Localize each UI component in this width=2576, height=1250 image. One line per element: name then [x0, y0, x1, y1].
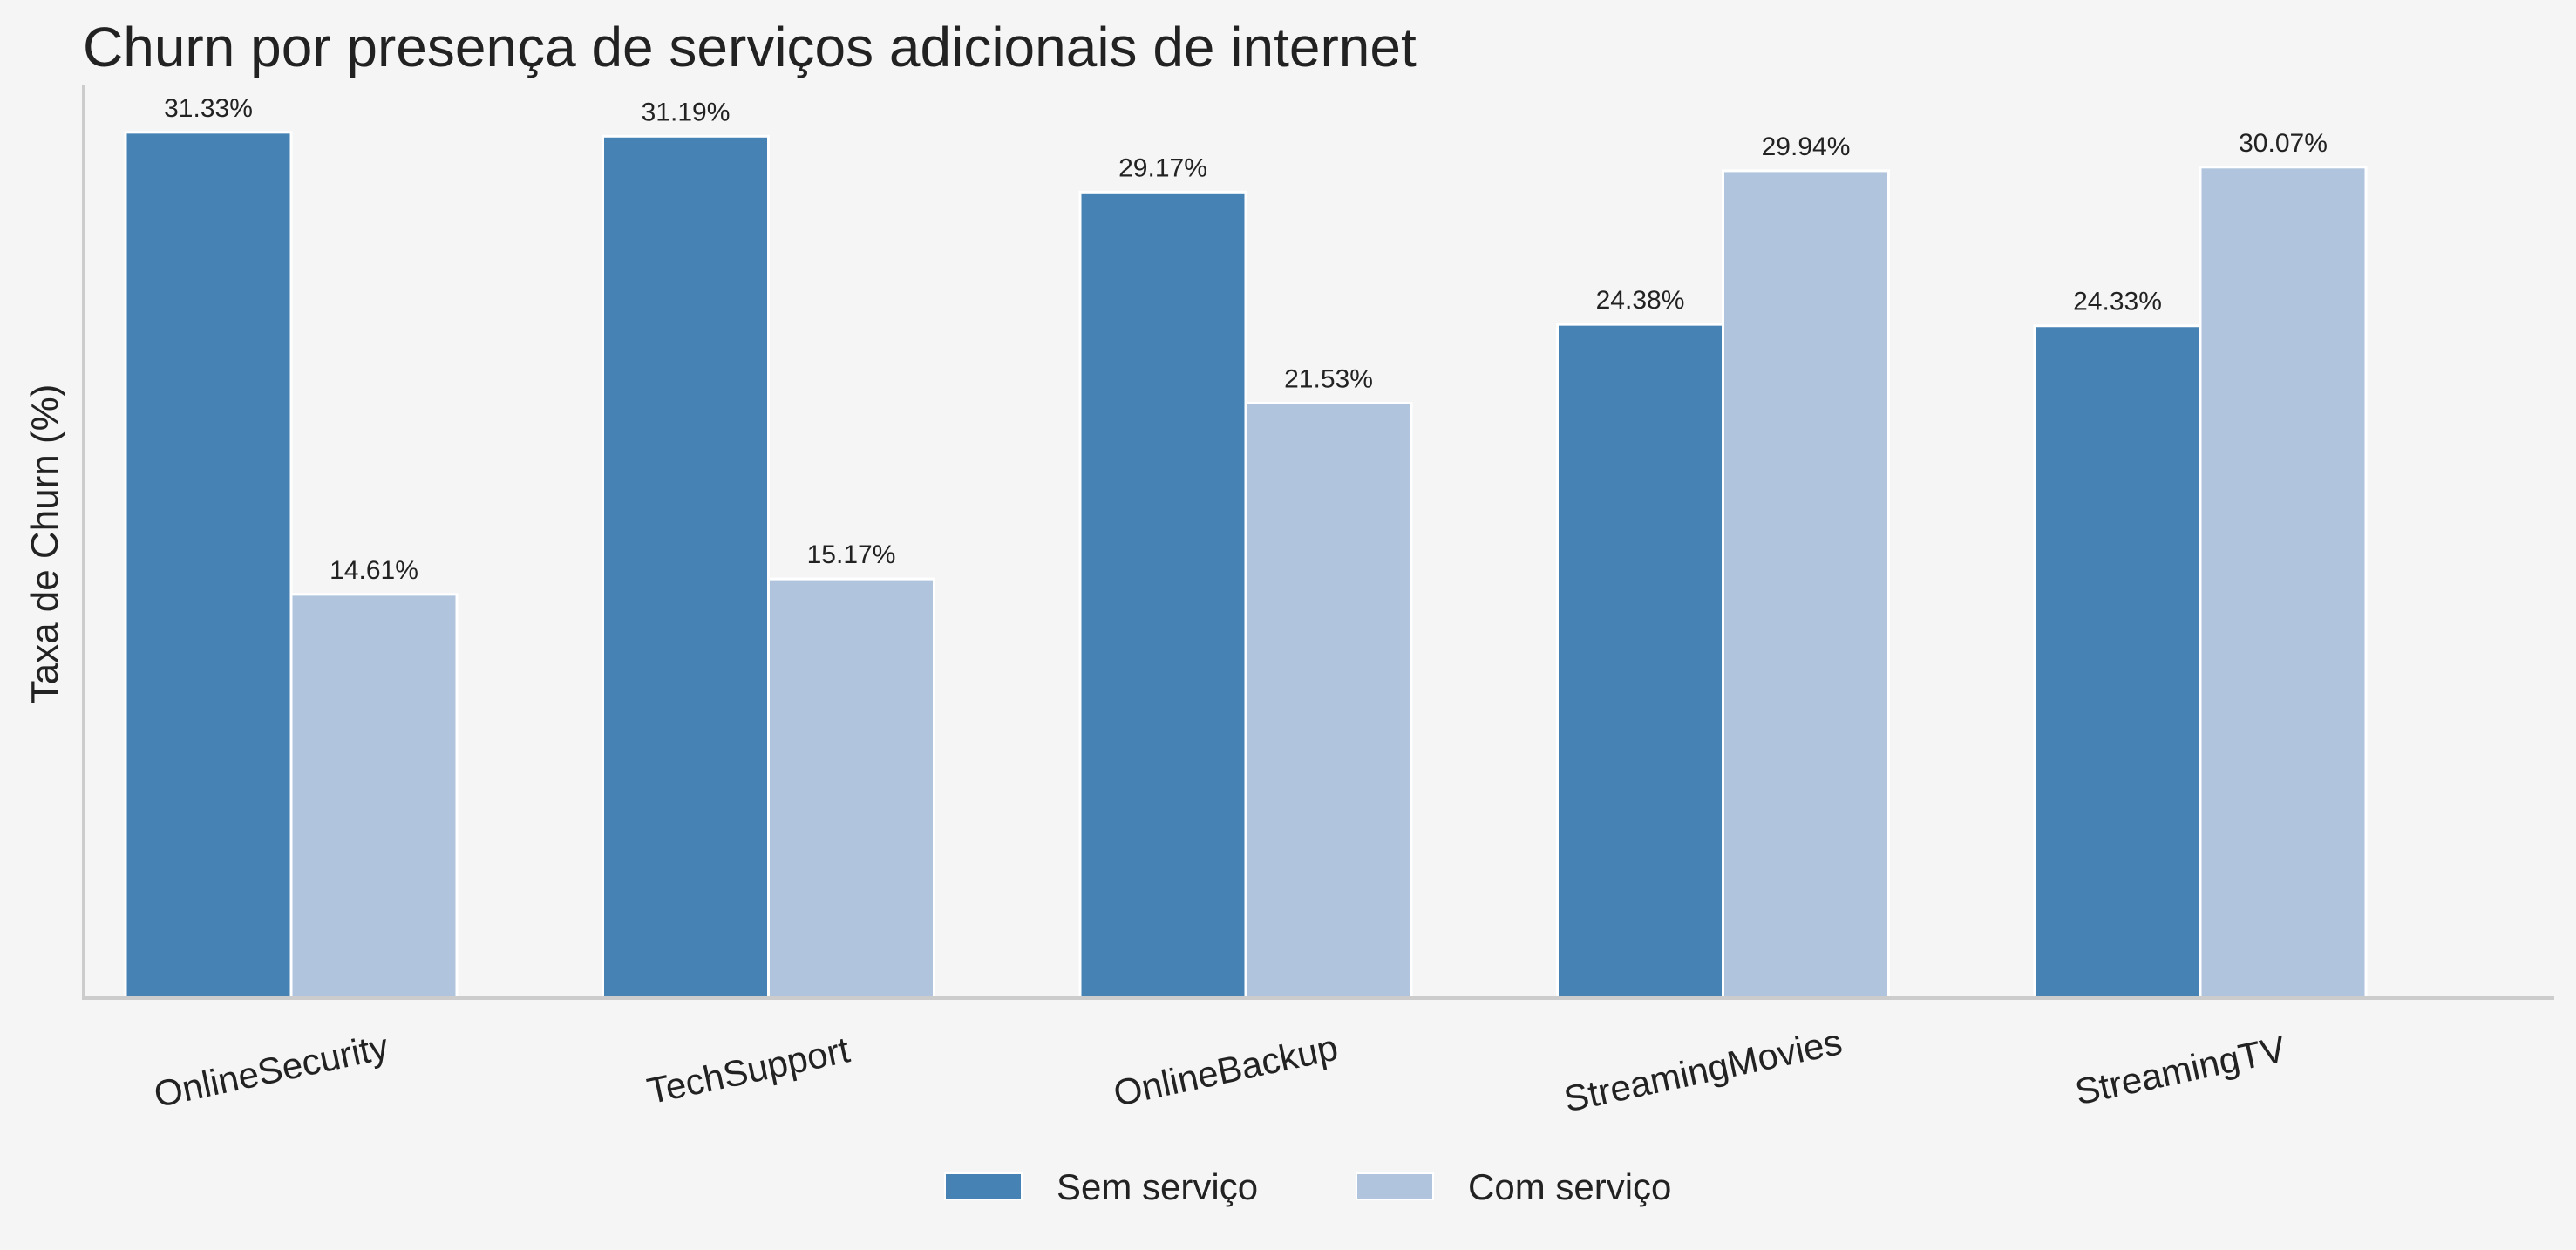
- legend-swatch-sem-servico: [944, 1172, 1023, 1200]
- data-label-onlinebackup-com-servico: 21.53%: [1284, 364, 1373, 393]
- x-tick-onlinebackup: OnlineBackup: [1110, 1027, 1342, 1114]
- legend-label-sem-servico: Sem serviço: [1057, 1166, 1258, 1207]
- x-tick-techsupport: TechSupport: [643, 1029, 853, 1111]
- data-label-onlinesecurity-com-servico: 14.61%: [330, 556, 418, 585]
- data-label-techsupport-com-servico: 15.17%: [807, 540, 896, 569]
- x-tick-labels-group: OnlineSecurity TechSupport OnlineBackup Str…: [151, 1021, 2289, 1119]
- x-tick-streamingtv: StreamingTV: [2071, 1028, 2289, 1112]
- bar-streamingmovies-sem-servico: [1556, 323, 1724, 1000]
- x-tick-onlinesecurity: OnlineSecurity: [151, 1025, 392, 1115]
- bar-onlinebackup-com-servico: [1244, 401, 1413, 1000]
- data-label-streamingtv-sem-servico: 24.33%: [2073, 288, 2162, 316]
- data-label-techsupport-sem-servico: 31.19%: [642, 98, 731, 126]
- bar-onlinebackup-sem-servico: [1078, 190, 1247, 1000]
- bar-techsupport-com-servico: [767, 577, 935, 1000]
- data-label-onlinesecurity-sem-servico: 31.33%: [164, 94, 253, 123]
- chart-title: Churn por presença de serviços adicionai…: [83, 16, 1417, 78]
- bar-streamingtv-sem-servico: [2033, 324, 2202, 1000]
- bar-onlinesecurity-com-servico: [289, 593, 459, 1000]
- data-label-streamingmovies-com-servico: 29.94%: [1762, 132, 1851, 161]
- legend: Sem serviço Com serviço: [944, 1166, 1671, 1207]
- legend-swatch-com-servico: [1356, 1172, 1434, 1200]
- bar-streamingmovies-com-servico: [1722, 169, 1890, 1000]
- legend-label-com-servico: Com serviço: [1468, 1166, 1671, 1207]
- data-label-onlinebackup-sem-servico: 29.17%: [1118, 153, 1207, 182]
- data-labels-group: 31.33% 14.61% 31.19% 15.17% 29.17% 21.53% 24.3…: [164, 94, 2328, 585]
- bars-group: [124, 131, 2368, 1000]
- data-label-streamingmovies-sem-servico: 24.38%: [1596, 286, 1685, 315]
- bar-onlinesecurity-sem-servico: [124, 131, 293, 1000]
- x-tick-streamingmovies: StreamingMovies: [1560, 1021, 1845, 1119]
- y-axis-label: Taxa de Churn (%): [24, 384, 66, 704]
- data-label-streamingtv-com-servico: 30.07%: [2239, 129, 2328, 158]
- bar-techsupport-sem-servico: [602, 134, 770, 1000]
- bar-streamingtv-com-servico: [2199, 166, 2368, 1000]
